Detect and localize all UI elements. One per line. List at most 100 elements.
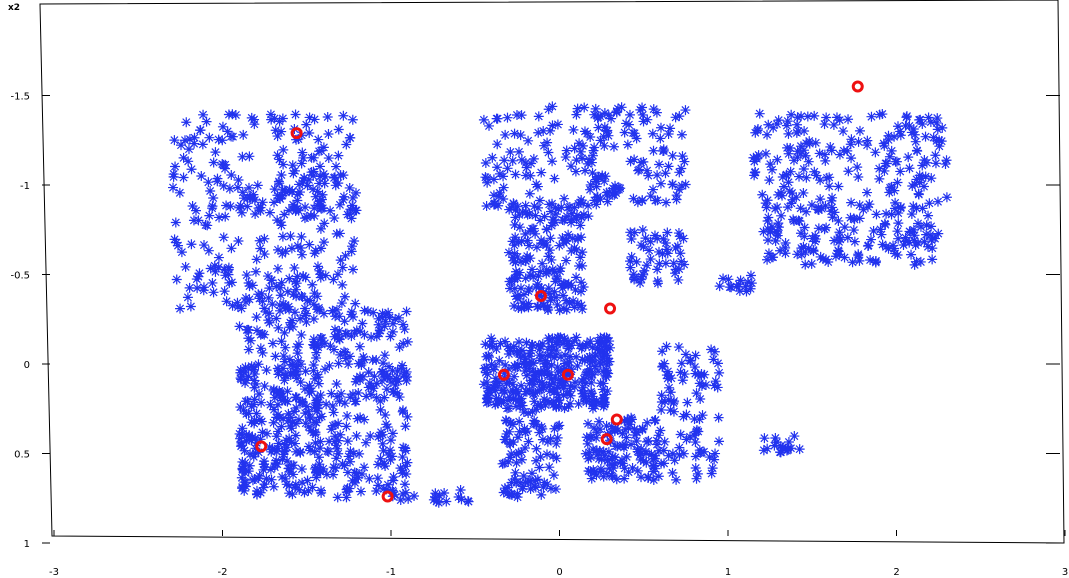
data-point: [655, 425, 666, 436]
data-point: [264, 207, 275, 218]
data-point: [269, 404, 280, 415]
data-point: [267, 299, 278, 310]
data-point: [581, 338, 592, 349]
data-point: [827, 192, 838, 203]
data-point: [385, 445, 396, 456]
data-point: [596, 337, 607, 348]
data-point: [244, 281, 255, 292]
data-point: [591, 181, 602, 192]
data-point: [552, 362, 563, 373]
data-point: [492, 398, 503, 409]
data-point: [623, 423, 634, 434]
data-point: [646, 449, 657, 460]
data-point: [311, 397, 322, 408]
data-point: [571, 351, 582, 362]
data-point: [597, 170, 608, 181]
data-point: [172, 240, 183, 251]
data-point: [678, 448, 689, 459]
data-point: [316, 145, 327, 156]
data-point: [207, 277, 218, 288]
data-point: [773, 189, 784, 200]
data-point: [253, 359, 264, 370]
data-point: [305, 445, 316, 456]
x-tick-label: 0: [556, 567, 562, 578]
data-point: [595, 111, 606, 122]
data-point: [773, 218, 784, 229]
data-point: [627, 462, 638, 473]
data-point: [509, 219, 520, 230]
data-point: [213, 252, 224, 263]
data-point: [785, 443, 796, 454]
data-point: [537, 377, 548, 388]
data-point: [917, 119, 928, 130]
data-point: [271, 313, 282, 324]
data-point: [315, 436, 326, 447]
data-point: [309, 373, 320, 384]
data-point: [854, 200, 865, 211]
data-point: [679, 259, 690, 270]
data-point: [893, 233, 904, 244]
data-point: [300, 272, 311, 283]
data-point: [441, 496, 452, 507]
data-point: [247, 475, 258, 486]
data-point: [563, 401, 574, 412]
data-point: [236, 303, 247, 314]
data-point: [593, 366, 604, 377]
data-point: [932, 196, 943, 207]
data-point: [516, 380, 527, 391]
data-point: [298, 271, 309, 282]
y-tick-label: 0: [24, 360, 30, 371]
data-point: [220, 211, 231, 222]
data-point: [255, 243, 266, 254]
data-point: [399, 324, 410, 335]
data-point: [309, 446, 320, 457]
data-point: [569, 202, 580, 213]
data-point: [506, 448, 517, 459]
data-point: [335, 429, 346, 440]
data-point: [485, 387, 496, 398]
data-point: [617, 458, 628, 469]
data-point: [645, 236, 656, 247]
data-point: [510, 467, 521, 478]
data-point: [278, 159, 289, 170]
data-point: [315, 269, 326, 280]
data-point: [539, 211, 550, 222]
data-point: [501, 415, 512, 426]
data-point: [514, 416, 525, 427]
data-point: [690, 437, 701, 448]
data-point: [297, 477, 308, 488]
data-point: [522, 426, 533, 437]
data-point: [676, 129, 687, 140]
data-point: [275, 290, 286, 301]
data-point: [284, 184, 295, 195]
data-point: [481, 201, 492, 212]
data-point: [710, 376, 721, 387]
data-point: [587, 342, 598, 353]
data-point: [535, 355, 546, 366]
data-point: [591, 199, 602, 210]
data-point: [531, 419, 542, 430]
data-point: [714, 281, 725, 292]
data-point: [543, 370, 554, 381]
data-point: [335, 349, 346, 360]
data-point: [366, 381, 377, 392]
data-point: [524, 188, 535, 199]
data-point: [745, 270, 756, 281]
data-point: [740, 281, 751, 292]
data-point: [787, 194, 798, 205]
data-point: [870, 147, 881, 158]
data-point: [519, 354, 530, 365]
data-point: [557, 233, 568, 243]
data-point: [487, 336, 498, 347]
data-point: [242, 201, 253, 212]
data-point: [842, 232, 853, 243]
data-point: [325, 205, 336, 216]
data-point: [268, 385, 279, 396]
data-point: [285, 231, 296, 242]
data-point: [587, 167, 598, 178]
data-point: [373, 431, 384, 442]
data-point: [803, 243, 814, 254]
data-point: [328, 469, 339, 480]
x-tick-label: 2: [893, 567, 899, 578]
data-point: [502, 403, 513, 414]
